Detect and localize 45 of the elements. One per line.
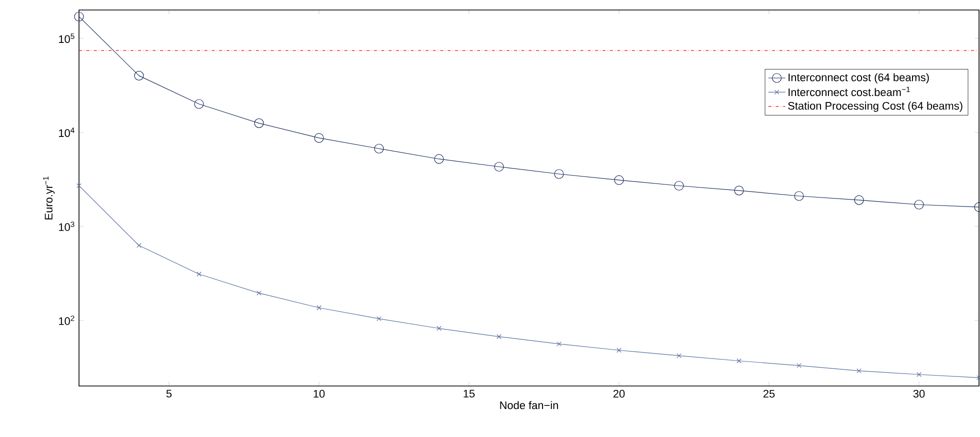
point — [494, 162, 504, 172]
point — [794, 191, 804, 201]
point — [314, 133, 324, 143]
point — [194, 99, 204, 109]
y-tick-label: 10$^{2}$ — [59, 316, 74, 325]
legend-label: Interconnect cost (64 beams) — [788, 73, 929, 84]
point — [256, 290, 262, 296]
point — [436, 326, 442, 331]
point — [134, 70, 144, 80]
x-tick-label: 25 — [763, 390, 775, 398]
point — [676, 353, 682, 358]
x-tick-label: 15 — [464, 390, 475, 398]
y-tick-label: 10$^{4}$ — [59, 128, 74, 137]
point — [554, 169, 564, 179]
point — [496, 334, 502, 340]
point — [916, 372, 922, 377]
point — [796, 363, 802, 368]
point — [434, 154, 444, 164]
point — [734, 186, 744, 196]
x-tick-label: 30 — [913, 390, 925, 398]
point — [374, 144, 384, 154]
point — [136, 243, 142, 248]
x-tick-label: 5 — [166, 390, 172, 398]
x-tick-label: 20 — [613, 390, 625, 398]
point — [376, 316, 382, 322]
y-axis-title: Euro.yr$^{−1}$ — [43, 176, 55, 220]
point — [854, 195, 864, 205]
point — [736, 358, 742, 364]
point — [316, 305, 322, 310]
point — [74, 12, 84, 22]
point — [196, 272, 202, 277]
point — [914, 200, 924, 210]
point — [254, 118, 264, 128]
point — [614, 175, 624, 185]
y-tick-label: 10$^{5}$ — [59, 34, 74, 43]
x-axis-title: Node fan−in — [500, 401, 558, 410]
point — [556, 342, 562, 346]
legend-label: Station Processing Cost (64 beams) — [788, 102, 962, 112]
point — [674, 180, 684, 191]
point — [616, 348, 622, 353]
x-tick-label: 10 — [314, 390, 325, 398]
y-tick-label: 10$^{3}$ — [59, 222, 74, 231]
legend-label: Interconnect cost.beam$^{−1}$ — [788, 86, 910, 96]
point — [856, 368, 862, 374]
point — [76, 183, 82, 188]
